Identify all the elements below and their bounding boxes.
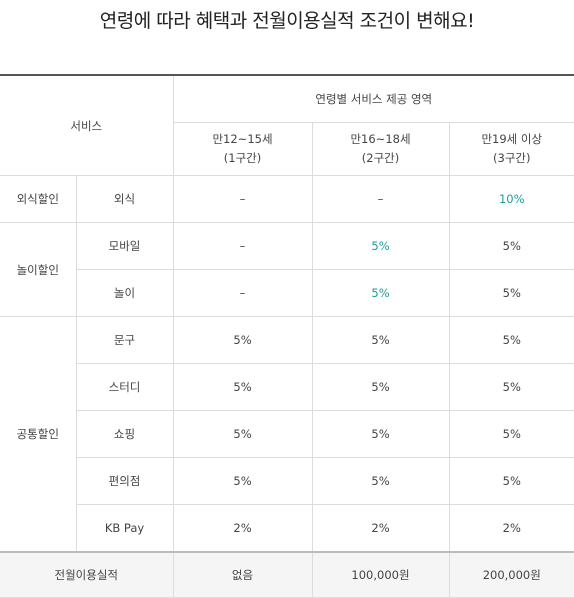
value-cell: – xyxy=(173,223,312,270)
value-cell: 5% xyxy=(449,317,574,364)
value-cell-highlight: 10% xyxy=(449,176,574,223)
value-cell-highlight: 5% xyxy=(312,223,449,270)
value-cell: 5% xyxy=(449,223,574,270)
value-cell: 2% xyxy=(173,505,312,553)
table-row: KB Pay 2% 2% 2% xyxy=(0,505,574,553)
value-cell: 5% xyxy=(449,364,574,411)
group-label: 놀이할인 xyxy=(0,223,76,317)
total-row: 전월이용실적 없음 100,000원 200,000원 xyxy=(0,552,574,598)
table-row: 쇼핑 5% 5% 5% xyxy=(0,411,574,458)
table-row: 놀이 – 5% 5% xyxy=(0,270,574,317)
value-cell: 5% xyxy=(173,458,312,505)
table-row: 스터디 5% 5% 5% xyxy=(0,364,574,411)
total-value: 없음 xyxy=(173,552,312,598)
value-cell: – xyxy=(173,176,312,223)
service-name: KB Pay xyxy=(76,505,173,553)
service-name: 모바일 xyxy=(76,223,173,270)
value-cell: 5% xyxy=(449,270,574,317)
value-cell: 2% xyxy=(449,505,574,553)
header-row: 서비스 연령별 서비스 제공 영역 xyxy=(0,75,574,123)
age-label: 만12~15세 xyxy=(174,130,312,149)
service-name: 문구 xyxy=(76,317,173,364)
service-name: 스터디 xyxy=(76,364,173,411)
value-cell: 5% xyxy=(173,411,312,458)
service-name: 외식 xyxy=(76,176,173,223)
table-row: 편의점 5% 5% 5% xyxy=(0,458,574,505)
service-name: 편의점 xyxy=(76,458,173,505)
service-name: 쇼핑 xyxy=(76,411,173,458)
service-header: 서비스 xyxy=(0,75,173,176)
value-cell: 5% xyxy=(312,317,449,364)
total-label: 전월이용실적 xyxy=(0,552,173,598)
value-cell: 5% xyxy=(173,317,312,364)
tier-label: (2구간) xyxy=(313,149,449,168)
page-title: 연령에 따라 혜택과 전월이용실적 조건이 변해요! xyxy=(0,6,574,33)
group-label: 공통할인 xyxy=(0,317,76,553)
age-header-2: 만16~18세 (2구간) xyxy=(312,123,449,176)
total-value: 200,000원 xyxy=(449,552,574,598)
table-row: 공통할인 문구 5% 5% 5% xyxy=(0,317,574,364)
tier-label: (3구간) xyxy=(450,149,574,168)
table-row: 외식할인 외식 – – 10% xyxy=(0,176,574,223)
tier-label: (1구간) xyxy=(174,149,312,168)
total-value: 100,000원 xyxy=(312,552,449,598)
age-label: 만16~18세 xyxy=(313,130,449,149)
group-label: 외식할인 xyxy=(0,176,76,223)
age-label: 만19세 이상 xyxy=(450,130,574,149)
value-cell: 5% xyxy=(312,458,449,505)
age-header-3: 만19세 이상 (3구간) xyxy=(449,123,574,176)
value-cell: 5% xyxy=(449,458,574,505)
service-name: 놀이 xyxy=(76,270,173,317)
benefit-table: 서비스 연령별 서비스 제공 영역 만12~15세 (1구간) 만16~18세 … xyxy=(0,74,574,598)
table-row: 놀이할인 모바일 – 5% 5% xyxy=(0,223,574,270)
value-cell-highlight: 5% xyxy=(312,270,449,317)
value-cell: 5% xyxy=(173,364,312,411)
value-cell: 2% xyxy=(312,505,449,553)
value-cell: – xyxy=(173,270,312,317)
value-cell: 5% xyxy=(312,411,449,458)
value-cell: – xyxy=(312,176,449,223)
value-cell: 5% xyxy=(312,364,449,411)
value-cell: 5% xyxy=(449,411,574,458)
age-header-1: 만12~15세 (1구간) xyxy=(173,123,312,176)
age-range-header: 연령별 서비스 제공 영역 xyxy=(173,75,574,123)
